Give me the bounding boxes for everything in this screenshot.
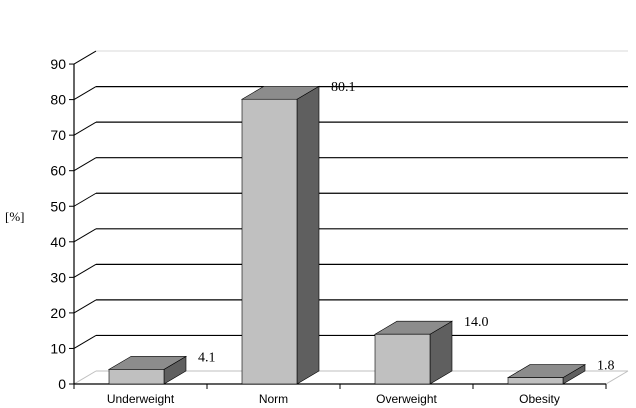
bar-front bbox=[241, 98, 298, 385]
data-label: 1.8 bbox=[597, 359, 615, 374]
x-tick-label: Obesity bbox=[519, 392, 560, 406]
gridline-diag bbox=[73, 50, 97, 65]
bar bbox=[373, 320, 454, 385]
x-tick-label: Underweight bbox=[107, 392, 175, 406]
gridline-diag bbox=[73, 299, 97, 314]
y-tick-label: 70 bbox=[50, 127, 66, 143]
bar bbox=[240, 85, 321, 385]
grid-layer bbox=[73, 50, 629, 385]
y-tick-label: 20 bbox=[50, 305, 66, 321]
floor-right-edge bbox=[605, 370, 629, 385]
gridline-diag bbox=[73, 192, 97, 207]
gridline-diag bbox=[73, 157, 97, 172]
data-label: 14.0 bbox=[464, 315, 489, 330]
bar bbox=[107, 355, 188, 385]
axis-layer: 0 10 20 30 40 50 60 70 80 90 bbox=[50, 56, 607, 392]
y-tick-label: 30 bbox=[50, 269, 66, 285]
y-tick-label: 10 bbox=[50, 340, 66, 356]
bar-side bbox=[296, 85, 320, 385]
y-tick-label: 0 bbox=[58, 376, 66, 392]
gridline-diag bbox=[73, 228, 97, 243]
y-tick-label: 40 bbox=[50, 234, 66, 250]
gridline-diag bbox=[73, 121, 97, 136]
bar-front bbox=[374, 333, 431, 385]
y-tick-label: 50 bbox=[50, 198, 66, 214]
y-axis-title: [%] bbox=[5, 209, 25, 224]
labels-layer: 4.1 Underweight 80.1 Norm 14.0 Overweight 1.8 O… bbox=[107, 80, 615, 406]
gridline-diag bbox=[73, 86, 97, 101]
y-tick-label: 80 bbox=[50, 92, 66, 108]
bars-layer bbox=[107, 85, 587, 385]
bar-front bbox=[507, 377, 564, 385]
data-label: 4.1 bbox=[198, 350, 216, 365]
data-label: 80.1 bbox=[331, 80, 356, 95]
floor-left-edge bbox=[73, 370, 97, 385]
gridline-diag bbox=[73, 263, 97, 278]
y-tick-label: 60 bbox=[50, 163, 66, 179]
x-tick-label: Norm bbox=[259, 392, 288, 406]
y-tick-label: 90 bbox=[50, 56, 66, 72]
gridline-diag bbox=[73, 335, 97, 349]
x-tick-label: Overweight bbox=[376, 392, 437, 406]
bar-front bbox=[108, 369, 165, 385]
bar bbox=[506, 364, 587, 385]
